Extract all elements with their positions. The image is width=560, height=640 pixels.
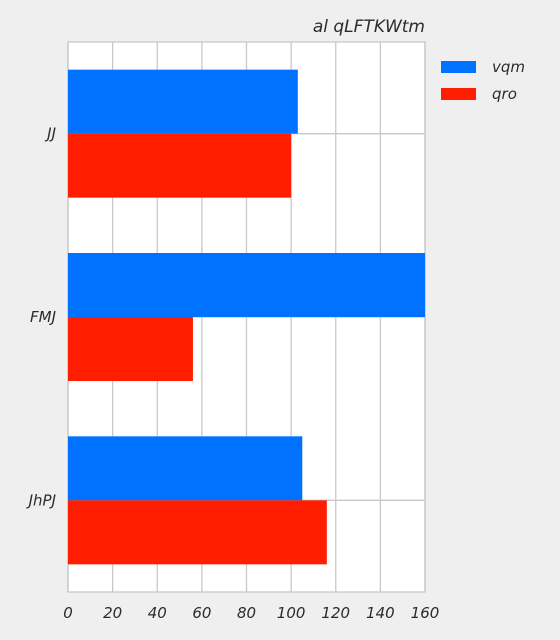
legend: vqm qro — [441, 58, 525, 103]
y-tick-label: JJ — [44, 125, 56, 143]
x-tick-label: 60 — [192, 604, 211, 622]
bar-vqm-FMJ — [68, 253, 425, 317]
x-tick-label: 120 — [321, 604, 350, 622]
bars — [68, 69, 425, 565]
x-tick-label: 160 — [411, 604, 440, 622]
bar-qro-JhPJ — [68, 500, 327, 565]
x-tick-label: 80 — [237, 604, 256, 622]
legend-label-qro: qro — [492, 85, 517, 103]
x-axis-ticks: 0 20 40 60 80 100 120 140 160 — [63, 604, 439, 622]
legend-swatch-vqm — [441, 61, 476, 73]
bar-vqm-JhPJ — [68, 436, 303, 501]
bar-qro-FMJ — [68, 317, 193, 381]
x-tick-label: 20 — [103, 604, 122, 622]
legend-swatch-qro — [441, 88, 476, 100]
legend-label-vqm: vqm — [492, 58, 525, 76]
x-tick-label: 140 — [366, 604, 395, 622]
x-tick-label: 0 — [63, 604, 73, 622]
bar-qro-JJ — [68, 133, 292, 198]
bar-vqm-JJ — [68, 69, 298, 134]
y-tick-label: JhPJ — [26, 491, 56, 509]
chart-title: al qLFTKWtm — [313, 17, 425, 37]
y-tick-label: FMJ — [30, 308, 56, 326]
x-tick-label: 100 — [277, 604, 306, 622]
y-axis-ticks: JJ FMJ JhPJ — [26, 125, 56, 510]
x-tick-label: 40 — [148, 604, 167, 622]
